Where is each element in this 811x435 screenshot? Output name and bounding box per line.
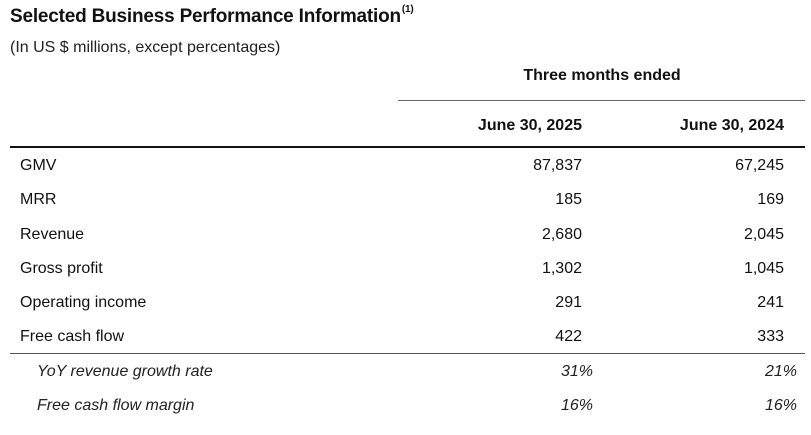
title-text: Selected Business Performance Informatio… (10, 6, 401, 27)
units-subtitle: (In US $ millions, except percentages) (10, 39, 281, 56)
row-label: YoY revenue growth rate (37, 363, 213, 380)
footnote-marker: (1) (401, 4, 414, 15)
value-2024: 241 (757, 294, 784, 311)
ratio-divider (10, 353, 805, 354)
value-2025: 16% (560, 397, 593, 414)
period-divider (398, 100, 805, 101)
column-header-2025: June 30, 2025 (477, 117, 582, 134)
table-row-fcf-margin: Free cash flow margin 16% 16% (0, 389, 811, 423)
table-row-gmv: GMV 87,837 67,245 (0, 149, 811, 183)
row-label: Gross profit (20, 260, 103, 277)
row-label: Revenue (20, 226, 85, 243)
value-2025: 1,302 (541, 260, 582, 277)
row-label: Free cash flow (20, 328, 125, 345)
row-label: GMV (20, 157, 57, 174)
row-label: Operating income (20, 294, 147, 311)
value-2025: 31% (560, 363, 593, 380)
value-2025: 291 (555, 294, 582, 311)
value-2024: 16% (764, 397, 797, 414)
column-header-2024: June 30, 2024 (679, 117, 784, 134)
value-2024: 333 (757, 328, 784, 345)
value-2024: 21% (764, 363, 797, 380)
period-header: Three months ended (523, 67, 681, 84)
table-row-mrr: MRR 185 169 (0, 183, 811, 217)
table-row-operating-income: Operating income 291 241 (0, 286, 811, 320)
value-2025: 422 (555, 328, 582, 345)
row-label: Free cash flow margin (37, 397, 195, 414)
value-2025: 2,680 (541, 226, 582, 243)
table-row-revenue: Revenue 2,680 2,045 (0, 218, 811, 252)
header-divider (10, 146, 805, 148)
value-2024: 169 (757, 191, 784, 208)
value-2024: 2,045 (743, 226, 784, 243)
value-2025: 185 (555, 191, 582, 208)
table-row-gross-profit: Gross profit 1,302 1,045 (0, 252, 811, 286)
table-row-free-cash-flow: Free cash flow 422 333 (0, 320, 811, 354)
table-row-yoy-growth: YoY revenue growth rate 31% 21% (0, 355, 811, 389)
page-title: Selected Business Performance Informatio… (10, 4, 414, 28)
value-2024: 67,245 (735, 157, 784, 174)
row-label: MRR (20, 191, 57, 208)
value-2025: 87,837 (533, 157, 582, 174)
value-2024: 1,045 (743, 260, 784, 277)
